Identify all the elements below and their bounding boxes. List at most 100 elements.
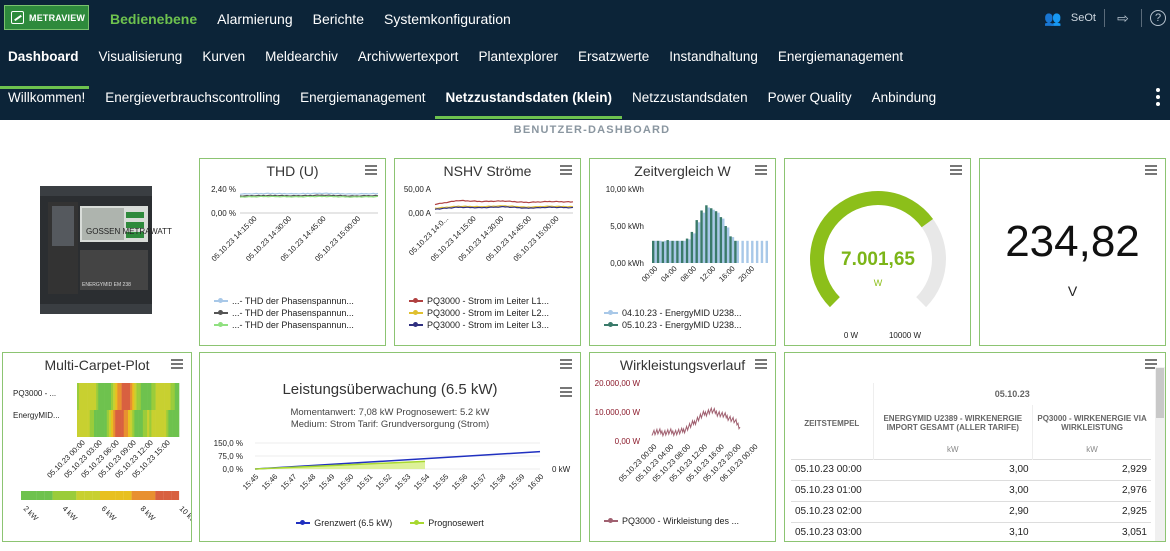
carpet-scale-cell <box>163 491 172 500</box>
tab-visualisierung[interactable]: Visualisierung <box>98 49 183 64</box>
tab-energiemanagement-dash[interactable]: Energiemanagement <box>300 90 426 105</box>
thd-legend-item[interactable]: ...- THD der Phasenspannun... <box>214 295 354 307</box>
voltage-menu-icon[interactable] <box>1145 165 1157 175</box>
tab-meldearchiv[interactable]: Meldearchiv <box>265 49 338 64</box>
zeit-bar <box>712 209 715 263</box>
user-name[interactable]: SeOt <box>1070 12 1096 24</box>
wirk-y-tick: 20.000,00 W <box>595 379 641 388</box>
carpet-cell <box>140 383 144 410</box>
zeit-bar <box>697 222 701 263</box>
legend-label: PQ3000 - Strom im Leiter L1... <box>427 296 550 306</box>
zeit-bar <box>710 208 713 263</box>
carpet-cell <box>155 410 159 437</box>
zeit-y-tick: 10,00 kWh <box>606 185 644 194</box>
tab-netzzustandsdaten-klein[interactable]: Netzzustandsdaten (klein) <box>435 88 622 119</box>
unit-col2: kW <box>1032 441 1151 459</box>
carpet-cell <box>83 410 86 437</box>
thd-legend-item[interactable]: ...- THD der Phasenspannun... <box>214 319 354 331</box>
menu-bedienebene[interactable]: Bedienebene <box>110 11 198 27</box>
table-menu-icon[interactable] <box>1145 359 1157 369</box>
metraview-logo[interactable]: METRAVIEW <box>4 5 89 30</box>
carpet-scale-cell <box>44 491 53 500</box>
table-row[interactable]: 05.10.23 00:00 3,00 2,929 <box>791 459 1151 480</box>
gauge-value: 7.001,65 <box>841 249 915 270</box>
users-icon[interactable]: 👥 <box>1044 9 1062 26</box>
tab-ersatzwerte[interactable]: Ersatzwerte <box>577 49 650 64</box>
zeit-y-tick: 5,00 kWh <box>610 222 644 231</box>
carpet-cell <box>96 410 99 437</box>
tab-kurven[interactable]: Kurven <box>202 49 246 64</box>
menu-systemkonfiguration[interactable]: Systemkonfiguration <box>383 11 511 27</box>
tab-archivwertexport[interactable]: Archivwertexport <box>357 49 459 64</box>
table-row[interactable]: 05.10.23 02:00 2,90 2,925 <box>791 501 1151 522</box>
table-cell-value: 3,10 <box>1009 527 1029 538</box>
leistung-x-tick: 15:51 <box>355 472 375 492</box>
tab-dashboard[interactable]: Dashboard <box>0 47 89 89</box>
menu-berichte[interactable]: Berichte <box>312 11 364 27</box>
leistung-menu-icon[interactable] <box>560 387 572 397</box>
carpet-chart: PQ3000 - ...EnergyMID...05.10.23 00:0005… <box>13 383 191 526</box>
gauge-menu-icon[interactable] <box>950 165 962 175</box>
help-icon[interactable]: ? <box>1150 10 1166 26</box>
zeit-bar <box>683 240 686 263</box>
tab-power-quality[interactable]: Power Quality <box>767 90 852 105</box>
carpet-cell <box>117 410 120 437</box>
menu-alarmierung[interactable]: Alarmierung <box>217 11 293 27</box>
carpet-cell <box>83 383 86 410</box>
tab-anbindung[interactable]: Anbindung <box>871 90 937 105</box>
tab-netzzustandsdaten[interactable]: Netzzustandsdaten <box>632 90 748 105</box>
nshv-card: NSHV Ströme 50,00 A 0,00 A 05.10.23 14:0..… <box>394 158 581 346</box>
carpet-cell <box>104 410 108 437</box>
leistung-legend-item[interactable]: Grenzwert (6.5 kW) <box>296 517 392 529</box>
carpet-cell <box>128 410 131 437</box>
carpet-cell <box>111 383 114 410</box>
nshv-legend-item[interactable]: PQ3000 - Strom im Leiter L2... <box>409 307 549 319</box>
nshv-y-tick: 50,00 A <box>404 185 432 194</box>
thd-menu-icon[interactable] <box>365 165 377 175</box>
tab-instandhaltung[interactable]: Instandhaltung <box>669 49 758 64</box>
tab-plantexplorer[interactable]: Plantexplorer <box>478 49 558 64</box>
zeit-legend-item[interactable]: 05.10.23 - EnergyMID U238... <box>604 319 742 331</box>
carpet-cell <box>119 410 122 437</box>
zeit-legend-item[interactable]: 04.10.23 - EnergyMID U238... <box>604 307 742 319</box>
tab-energiemanagement[interactable]: Energiemanagement <box>777 49 904 64</box>
zeit-menu-icon[interactable] <box>755 165 767 175</box>
leistung-series-line <box>254 450 541 470</box>
leistung-x-tick: 15:46 <box>260 472 280 492</box>
zeit-x-tick: 08:00 <box>678 264 698 284</box>
leistung-menu-top-icon[interactable] <box>560 359 572 369</box>
column-header-zeitstempel[interactable]: ZEITSTEMPEL <box>804 418 860 428</box>
carpet-scale-tick: 8 kW <box>139 504 158 523</box>
wirk-legend-item[interactable]: PQ3000 - Wirkleistung des ... <box>604 515 739 527</box>
table-scrollbar[interactable] <box>1155 367 1165 541</box>
tab-willkommen[interactable]: Willkommen! <box>8 90 86 105</box>
table-date-header: 05.10.23 <box>872 383 1151 405</box>
carpet-scale-cell <box>36 491 45 500</box>
leistung-legend: Grenzwert (6.5 kW) Prognosewert <box>200 517 580 529</box>
leistung-legend-item[interactable]: Prognosewert <box>410 517 484 529</box>
zeit-bar <box>714 211 718 263</box>
tab-energieverbrauchscontrolling[interactable]: Energieverbrauchscontrolling <box>105 90 281 105</box>
thd-legend-item[interactable]: ...- THD der Phasenspannun... <box>214 307 354 319</box>
gauge-max-label: 10000 W <box>889 331 921 340</box>
carpet-cell <box>162 410 165 437</box>
column-header-energymid[interactable]: ENERGYMID U2389 - WIRKENERGIE IMPORT GES… <box>872 405 1033 441</box>
carpet-cell <box>170 383 173 410</box>
zeitvergleich-card: Zeitvergleich W 10,00 kWh 5,00 kWh 0,00 kW… <box>589 158 776 346</box>
table-row[interactable]: 05.10.23 01:00 3,00 2,976 <box>791 480 1151 501</box>
table-row[interactable]: 05.10.23 03:00 3,10 3,051 <box>791 522 1151 541</box>
zeit-bar <box>765 240 768 263</box>
nshv-menu-icon[interactable] <box>560 165 572 175</box>
nshv-legend-item[interactable]: PQ3000 - Strom im Leiter L3... <box>409 319 549 331</box>
carpet-menu-icon[interactable] <box>171 359 183 369</box>
nshv-legend-item[interactable]: PQ3000 - Strom im Leiter L1... <box>409 295 549 307</box>
column-header-pq3000[interactable]: PQ3000 - WIRKENERGIE VIA WIRKLEISTUNG <box>1032 405 1151 441</box>
more-menu-icon[interactable] <box>1156 88 1162 106</box>
leistung-card: Leistungsüberwachung (6.5 kW) Momentanwe… <box>199 352 581 542</box>
zeit-bar <box>693 233 696 263</box>
logout-icon[interactable]: ⇨ <box>1117 9 1129 26</box>
wirk-menu-icon[interactable] <box>755 359 767 369</box>
voltage-unit: V <box>1067 283 1078 299</box>
